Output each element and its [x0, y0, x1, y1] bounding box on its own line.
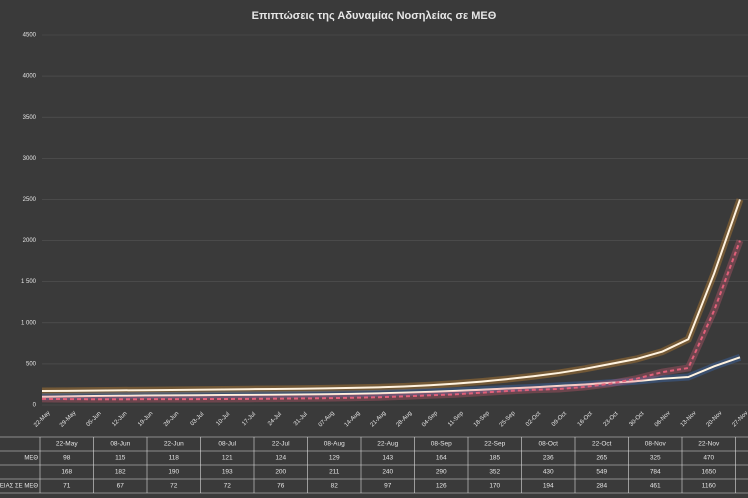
table-header: 08-Sep — [431, 441, 452, 448]
table-cell: 71 — [63, 483, 71, 490]
x-tick-label: 16-Oct — [577, 411, 594, 428]
table-cell: 121 — [222, 455, 233, 462]
x-tick-label: 22-May — [33, 410, 51, 428]
x-tick-label: 10-Jul — [215, 412, 231, 428]
table-cell: 461 — [650, 483, 661, 490]
x-tick-label: 21-Aug — [370, 410, 388, 428]
x-tick-label: 12-Jun — [111, 411, 128, 428]
row-label: ΛΕΙΑΣ ΣΕ ΜΕΘ — [0, 484, 38, 490]
table-cell: 164 — [436, 455, 447, 462]
table-cell: 430 — [543, 469, 554, 476]
series-line — [41, 199, 741, 393]
table-header: 08-Oct — [538, 441, 558, 448]
table-header: 22-Nov — [698, 441, 720, 448]
table-cell: 1650 — [702, 469, 717, 476]
x-tick-label: 26-Jun — [163, 411, 180, 428]
x-tick-label: 03-Jul — [190, 412, 206, 428]
table-cell: 784 — [650, 469, 661, 476]
table-cell: 265 — [596, 455, 607, 462]
y-tick-label: 500 — [26, 361, 37, 367]
table-cell: 240 — [382, 469, 393, 476]
table-cell: 549 — [596, 469, 607, 476]
table-cell: 290 — [436, 469, 447, 476]
table-cell: 168 — [61, 469, 72, 476]
table-cell: 143 — [382, 455, 393, 462]
table-cell: 470 — [703, 455, 714, 462]
table-cell: 115 — [115, 455, 126, 462]
x-tick-label: 27-Nov — [731, 410, 748, 428]
table-header: 22-Oct — [592, 441, 612, 448]
table-cell: 82 — [331, 483, 339, 490]
y-tick-label: 1 500 — [21, 279, 37, 285]
x-tick-label: 17-Jul — [241, 412, 257, 428]
table-header: 08-Aug — [324, 441, 345, 448]
y-tick-label: 1 000 — [21, 320, 37, 326]
table-cell: 200 — [275, 469, 286, 476]
table-header: 22-Jul — [272, 441, 290, 448]
table-cell: 67 — [117, 483, 125, 490]
x-tick-label: 23-Oct — [603, 411, 620, 428]
table-cell: 98 — [63, 455, 71, 462]
series-line — [41, 240, 741, 401]
line-glow — [41, 198, 744, 395]
y-tick-label: 3500 — [23, 115, 37, 121]
x-tick-label: 28-Aug — [395, 410, 413, 428]
table-header: 08-Jul — [218, 441, 236, 448]
x-tick-label: 11-Sep — [447, 410, 465, 428]
x-tick-label: 05-Jun — [86, 411, 103, 428]
line-glow — [41, 239, 744, 403]
table-header: 22-Sep — [484, 441, 505, 448]
x-tick-label: 18-Sep — [473, 410, 491, 428]
y-tick-label: 2000 — [23, 238, 37, 244]
x-tick-label: 14-Aug — [344, 410, 362, 428]
x-tick-label: 30-Oct — [629, 411, 646, 428]
y-tick-label: 4500 — [23, 33, 37, 39]
x-tick-label: 02-Oct — [525, 411, 542, 428]
table-cell: 211 — [329, 469, 340, 476]
x-tick-label: 06-Nov — [654, 410, 672, 428]
y-tick-label: 2500 — [23, 197, 37, 203]
table-cell: 170 — [489, 483, 500, 490]
chart-title: Επιπτώσεις της Αδυναμίας Νοσηλείας σε ΜΕ… — [252, 10, 497, 22]
x-tick-label: 04-Sep — [421, 410, 439, 428]
table-cell: 72 — [224, 483, 232, 490]
x-tick-label: 13-Nov — [680, 410, 698, 428]
table-header: 08-Nov — [645, 441, 667, 448]
table-cell: 118 — [169, 455, 180, 462]
table-header: 08-Jun — [110, 441, 130, 448]
table-header: 22-May — [56, 441, 78, 448]
table-cell: 352 — [489, 469, 500, 476]
y-tick-label: 3000 — [23, 156, 37, 162]
table-header: 22-Jun — [164, 441, 184, 448]
x-tick-label: 09-Oct — [551, 411, 568, 428]
table-header: 22-Aug — [377, 441, 398, 448]
x-tick-label: 29-May — [59, 410, 77, 428]
table-cell: 76 — [277, 483, 285, 490]
table-cell: 97 — [384, 483, 392, 490]
table-cell: 129 — [329, 455, 340, 462]
table-cell: 1160 — [702, 483, 716, 490]
y-tick-label: 4000 — [23, 74, 37, 80]
x-tick-label: 31-Jul — [293, 412, 309, 428]
table-cell: 193 — [222, 469, 233, 476]
table-cell: 185 — [489, 455, 500, 462]
x-tick-label: 07-Aug — [318, 410, 336, 428]
table-cell: 284 — [596, 483, 607, 490]
row-label: ΜΕΘ — [24, 456, 38, 462]
x-tick-label: 20-Nov — [706, 410, 724, 428]
table-cell: 236 — [543, 455, 554, 462]
y-tick-label: 0 — [33, 403, 37, 409]
x-tick-label: 24-Jul — [267, 412, 283, 428]
table-cell: 190 — [168, 469, 179, 476]
table-cell: 124 — [275, 455, 286, 462]
table-cell: 194 — [543, 483, 554, 490]
table-cell: 126 — [436, 483, 447, 490]
table-cell: 325 — [650, 455, 661, 462]
x-tick-label: 25-Sep — [499, 410, 517, 428]
table-cell: 72 — [170, 483, 178, 490]
x-tick-label: 19-Jun — [137, 411, 154, 428]
table-cell: 182 — [115, 469, 126, 476]
